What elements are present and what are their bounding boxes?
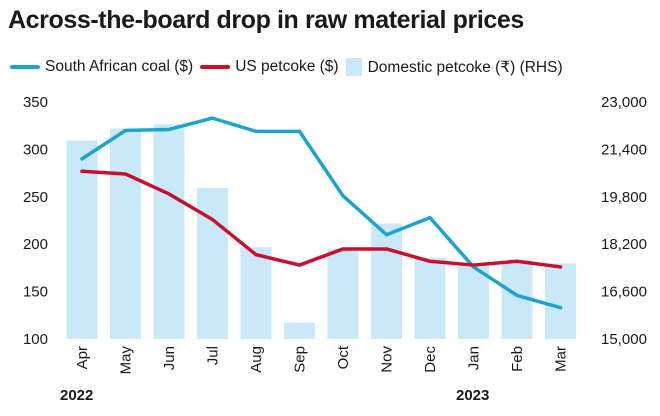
x-axis-tick-may: May [118, 346, 135, 375]
point-south-african-coal-may [123, 128, 128, 133]
bar-domestic-petcoke-sep [284, 322, 315, 339]
legend-swatch-domestic-petcoke [345, 58, 362, 76]
point-us-petcoke-mar [558, 265, 563, 269]
point-south-african-coal-aug [254, 129, 258, 133]
point-south-african-coal-sep [297, 129, 302, 133]
point-south-african-coal-nov [384, 233, 389, 237]
x-axis-tick-sep: Sep [292, 346, 309, 373]
x-axis-tick-oct: Oct [335, 345, 352, 369]
x-axis-tick-aug: Aug [248, 346, 265, 373]
legend-item-coal: South African coal ($) [10, 58, 193, 76]
right-axis-tick-15000: 15,000 [601, 331, 647, 348]
left-axis-tick-350: 350 [23, 94, 48, 111]
year-label-2022: 2022 [60, 387, 93, 404]
point-south-african-coal-jun [167, 127, 171, 132]
right-axis-tick-21400: 21,400 [601, 141, 647, 158]
year-label-2023: 2023 [456, 387, 489, 404]
x-axis-tick-jul: Jul [205, 346, 222, 365]
legend-swatch-us-petcoke [200, 65, 231, 69]
point-us-petcoke-dec [428, 259, 432, 263]
point-us-petcoke-nov [384, 247, 389, 251]
legend-label-us-petcoke: US petcoke ($) [235, 58, 339, 75]
point-south-african-coal-jul [210, 116, 215, 120]
left-axis-tick-150: 150 [23, 284, 48, 301]
point-us-petcoke-apr [80, 169, 84, 173]
point-us-petcoke-feb [515, 259, 519, 263]
legend-label-domestic-petcoke: Domestic petcoke (₹) (RHS) [367, 58, 563, 76]
point-us-petcoke-jul [210, 217, 215, 222]
point-us-petcoke-aug [254, 253, 258, 257]
point-south-african-coal-dec [428, 216, 432, 220]
bar-domestic-petcoke-oct [327, 248, 359, 339]
x-axis-tick-dec: Dec [422, 346, 439, 373]
left-axis-tick-300: 300 [23, 141, 48, 158]
bar-domestic-petcoke-may [110, 128, 141, 339]
point-us-petcoke-oct [341, 247, 345, 251]
legend-label-coal: South African coal ($) [45, 58, 194, 75]
legend: South African coal ($) US petcoke ($) Do… [10, 56, 570, 78]
point-us-petcoke-may [123, 172, 128, 176]
chart-title: Across-the-board drop in raw material pr… [8, 6, 524, 34]
right-axis-tick-19800: 19,800 [601, 189, 647, 206]
bar-domestic-petcoke-jan [458, 263, 489, 339]
right-axis-tick-23000: 23,000 [601, 94, 647, 111]
bar-domestic-petcoke-mar [545, 263, 576, 339]
right-axis-tick-16600: 16,600 [601, 284, 647, 301]
point-us-petcoke-jan [471, 263, 476, 267]
line-south-african-coal [80, 116, 563, 310]
left-axis-tick-250: 250 [23, 189, 48, 206]
point-south-african-coal-oct [341, 194, 345, 198]
bar-domestic-petcoke-jul [197, 187, 228, 339]
point-us-petcoke-sep [297, 263, 302, 267]
legend-swatch-coal [10, 65, 40, 69]
x-axis-tick-jun: Jun [161, 346, 178, 370]
bar-domestic-petcoke-nov [371, 223, 402, 339]
bar-domestic-petcoke-aug [240, 247, 272, 339]
x-axis-tick-feb: Feb [509, 346, 526, 372]
legend-item-us-petcoke: US petcoke ($) [200, 58, 339, 76]
point-south-african-coal-mar [558, 306, 563, 310]
x-axis-tick-jan: Jan [466, 346, 483, 370]
legend-item-domestic-petcoke: Domestic petcoke (₹) (RHS) [345, 58, 563, 77]
left-axis-tick-200: 200 [23, 236, 48, 253]
x-axis-tick-mar: Mar [553, 346, 570, 372]
x-axis-tick-apr: Apr [74, 346, 91, 369]
right-axis-tick-18200: 18,200 [601, 236, 647, 253]
bar-domestic-petcoke-jun [153, 124, 185, 339]
line-us-petcoke [80, 169, 563, 269]
x-axis-tick-nov: Nov [379, 346, 396, 373]
bar-domestic-petcoke-dec [414, 257, 446, 339]
left-axis-tick-100: 100 [23, 331, 48, 348]
point-us-petcoke-jun [167, 192, 171, 196]
point-south-african-coal-apr [80, 157, 84, 161]
point-south-african-coal-feb [515, 293, 519, 297]
